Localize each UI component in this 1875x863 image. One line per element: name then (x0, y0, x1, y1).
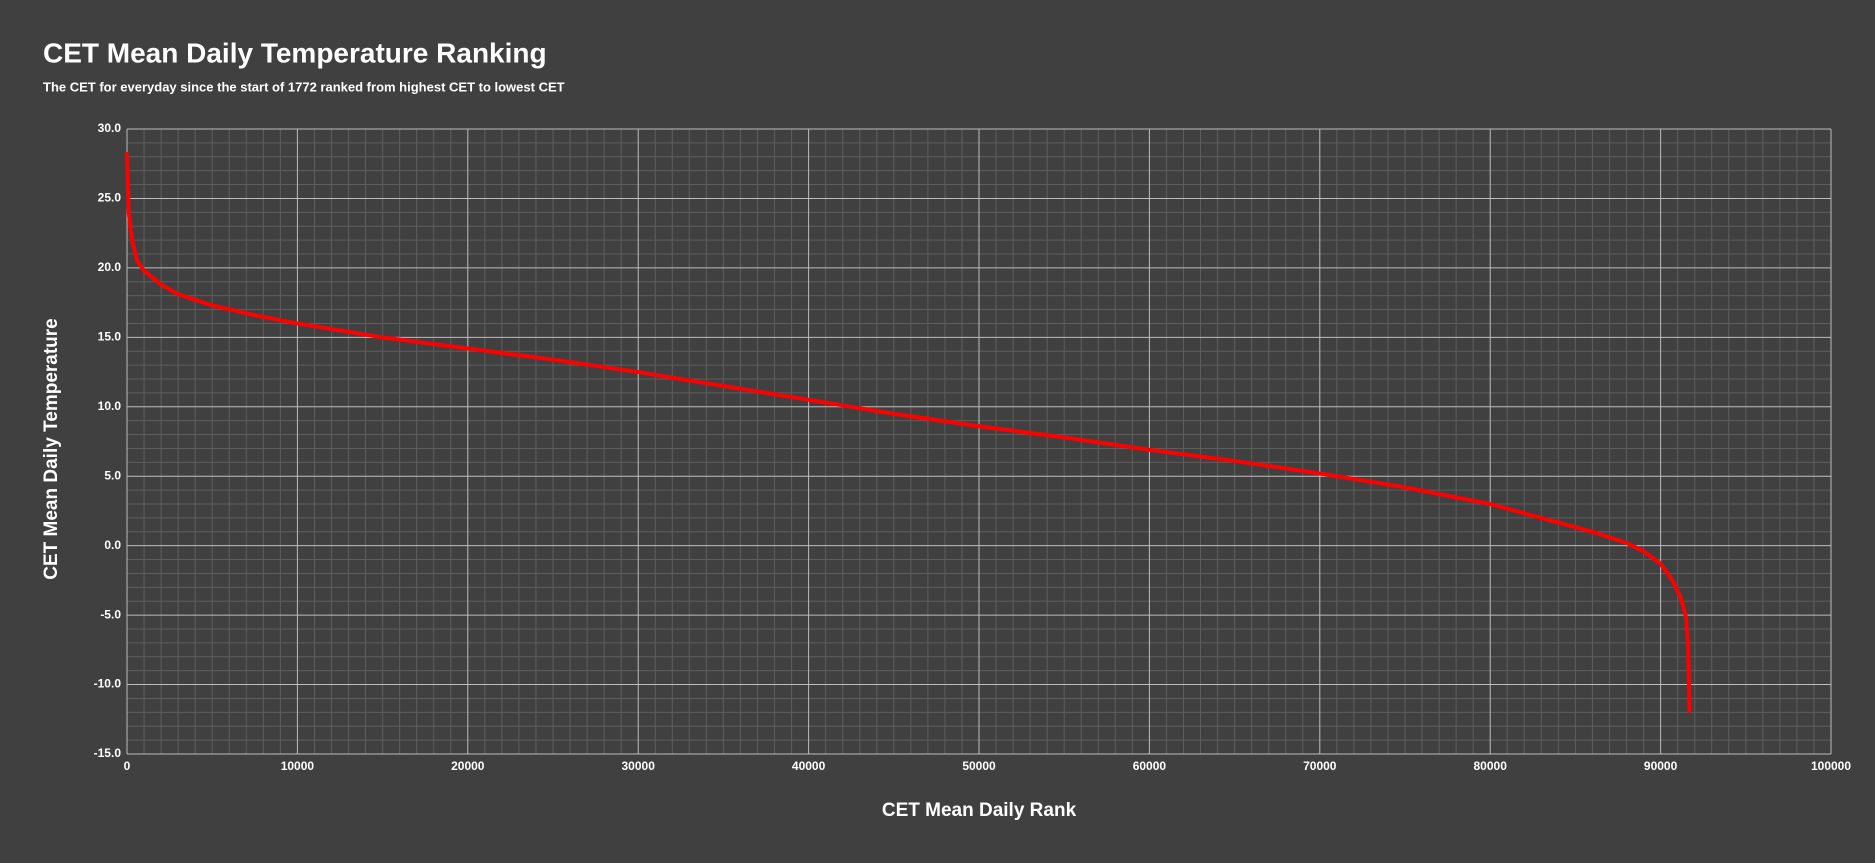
x-tick-label: 60000 (1133, 759, 1167, 773)
y-tick-label: 20.0 (98, 260, 122, 274)
x-tick-label: 50000 (962, 759, 996, 773)
x-tick-label: 20000 (451, 759, 485, 773)
y-tick-label: -5.0 (100, 607, 121, 621)
x-tick-label: 10000 (281, 759, 315, 773)
y-tick-label: 15.0 (98, 330, 122, 344)
x-tick-label: 80000 (1474, 759, 1508, 773)
chart-title: CET Mean Daily Temperature Ranking (43, 37, 547, 68)
y-tick-label: -10.0 (94, 677, 122, 691)
line-series (125, 152, 1692, 713)
chart-subtitle: The CET for everyday since the start of … (43, 79, 565, 94)
x-axis-label: CET Mean Daily Rank (882, 800, 1077, 821)
y-tick-label: -15.0 (94, 746, 122, 760)
x-tick-label: 40000 (792, 759, 826, 773)
y-tick-label: 5.0 (104, 468, 121, 482)
x-tick-label: 30000 (622, 759, 656, 773)
x-tick-label: 90000 (1644, 759, 1678, 773)
x-tick-label: 100000 (1811, 759, 1851, 773)
plot (125, 152, 1692, 713)
x-tick-label: 0 (124, 759, 131, 773)
y-axis-label: CET Mean Daily Temperature (41, 318, 62, 580)
y-tick-label: 0.0 (104, 538, 121, 552)
x-tick-label: 70000 (1303, 759, 1337, 773)
grid: 0 10000 20000 30000 40000 50000 60000 70000 8000… (94, 121, 1852, 773)
y-tick-label: 25.0 (98, 191, 122, 205)
y-tick-label: 30.0 (98, 121, 122, 135)
y-tick-label: 10.0 (98, 399, 122, 413)
